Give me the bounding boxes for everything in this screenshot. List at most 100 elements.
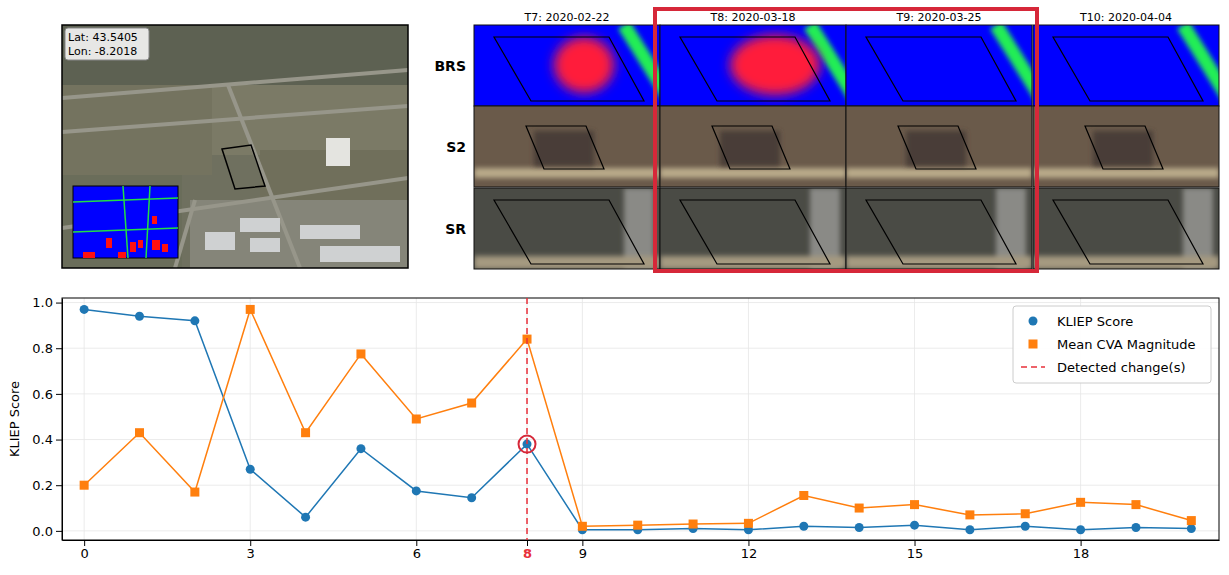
patch-cell (846, 188, 1032, 269)
image-building (250, 238, 280, 252)
x-tick-mark (748, 540, 749, 546)
parcel-outline (526, 126, 604, 169)
cell-background (846, 188, 1032, 269)
parcel-outline (898, 126, 976, 169)
x-tick: 12 (741, 540, 758, 561)
cell-background (1033, 188, 1219, 269)
image-road (62, 106, 408, 132)
y-tick: 0.0 (32, 524, 62, 539)
cell-frame (660, 106, 846, 187)
series-marker (246, 305, 255, 314)
figure: Lat: 43.5405Lon: -8.2018T7: 2020-02-22T8… (0, 0, 1229, 575)
y-tick-label: 0.2 (32, 478, 53, 493)
image-building (240, 218, 280, 232)
series-marker (80, 305, 89, 314)
parcel-outline (1053, 200, 1203, 264)
series-marker (744, 519, 753, 528)
series-marker (965, 510, 974, 519)
patch-cell (474, 106, 660, 187)
patch-cell (660, 188, 846, 269)
cell-road (474, 256, 660, 269)
series-marker (689, 520, 698, 529)
cell-frame (846, 106, 1032, 187)
patch-grid: T7: 2020-02-22T8: 2020-03-18T9: 2020-03-… (434, 9, 1229, 271)
y-tick-mark (56, 394, 62, 395)
series-marker (965, 525, 974, 534)
x-tick-label: 8 (523, 546, 532, 561)
inset-building (83, 252, 95, 258)
y-tick-label: 0.0 (32, 524, 53, 539)
series-marker (1187, 524, 1196, 533)
series-marker (1076, 525, 1085, 534)
inset-road (146, 186, 150, 258)
y-tick: 1.0 (32, 295, 62, 310)
patch-cell (474, 25, 660, 106)
legend-label: KLIEP Score (1057, 314, 1133, 329)
y-tick: 0.4 (32, 432, 62, 447)
x-tick-label: 18 (1073, 546, 1090, 561)
x-grid-line (250, 298, 251, 540)
inset-background (73, 186, 178, 258)
row-label: S2 (446, 139, 466, 155)
patch-cell (660, 25, 846, 106)
column-title: T7: 2020-02-22 (524, 11, 610, 24)
parcel-outline (494, 200, 644, 264)
parcel-outline (1053, 37, 1203, 101)
series-marker (356, 444, 365, 453)
image-background (62, 25, 408, 268)
detected-change-line (526, 298, 528, 540)
legend-marker (1029, 317, 1038, 326)
y-tick-label: 1.0 (32, 295, 53, 310)
cell-road (1183, 25, 1219, 106)
inset-building (162, 244, 168, 252)
patch-cell (1033, 106, 1219, 187)
detected-change-highlight (519, 436, 536, 453)
patch-cell (1033, 25, 1219, 106)
parcel-outline (866, 200, 1016, 264)
series-marker (1131, 500, 1140, 509)
series-marker (412, 486, 421, 495)
cell-building-signal (554, 37, 614, 93)
series-marker (1076, 498, 1085, 507)
inset-building (152, 216, 157, 224)
series-marker (799, 491, 808, 500)
image-road (62, 70, 408, 98)
series-marker (855, 523, 864, 532)
inset-building (138, 240, 143, 248)
highlight-frame (655, 9, 1037, 271)
cell-road (996, 25, 1032, 106)
row-label: BRS (434, 58, 466, 74)
series-marker (190, 488, 199, 497)
y-tick: 0.6 (32, 387, 62, 402)
series-marker (246, 465, 255, 474)
parcel-outline (1085, 126, 1163, 169)
cell-building (1093, 131, 1153, 166)
column-title: T9: 2020-03-25 (896, 11, 982, 24)
patch-cell (846, 25, 1032, 106)
parcel-outline (680, 37, 830, 101)
legend-box (1013, 306, 1211, 383)
image-building (320, 246, 400, 262)
parcel-outline (680, 200, 830, 264)
inset-building (106, 238, 112, 248)
cell-background (660, 188, 846, 269)
lon-label: Lon: -8.2018 (68, 45, 137, 58)
x-axis: 03689121518 (63, 540, 1220, 561)
series-marker (190, 316, 199, 325)
x-tick: 3 (247, 540, 255, 561)
x-tick-mark (582, 540, 583, 546)
series-marker (633, 521, 642, 530)
image-building (300, 225, 360, 239)
parcel-outline (222, 145, 265, 189)
x-tick-mark (84, 540, 85, 546)
cell-frame (474, 25, 660, 106)
y-grid-line (62, 302, 1219, 303)
x-tick: 6 (413, 540, 421, 561)
parcel-outline (866, 37, 1016, 101)
inset-road (123, 186, 128, 258)
aerial-image: Lat: 43.5405Lon: -8.2018 (62, 25, 408, 268)
y-axis-title: KLIEP Score (7, 381, 22, 457)
y-axis: 0.00.20.40.60.81.0 (32, 295, 62, 540)
parcel-outline (494, 37, 644, 101)
coords-box (65, 28, 149, 60)
